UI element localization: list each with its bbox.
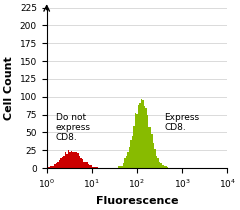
- Text: Express
CD8.: Express CD8.: [164, 113, 199, 132]
- Text: Do not
express
CD8.: Do not express CD8.: [56, 113, 91, 142]
- X-axis label: Fluorescence: Fluorescence: [96, 196, 178, 206]
- Polygon shape: [47, 150, 227, 168]
- Y-axis label: Cell Count: Cell Count: [4, 56, 14, 120]
- Polygon shape: [47, 99, 227, 168]
